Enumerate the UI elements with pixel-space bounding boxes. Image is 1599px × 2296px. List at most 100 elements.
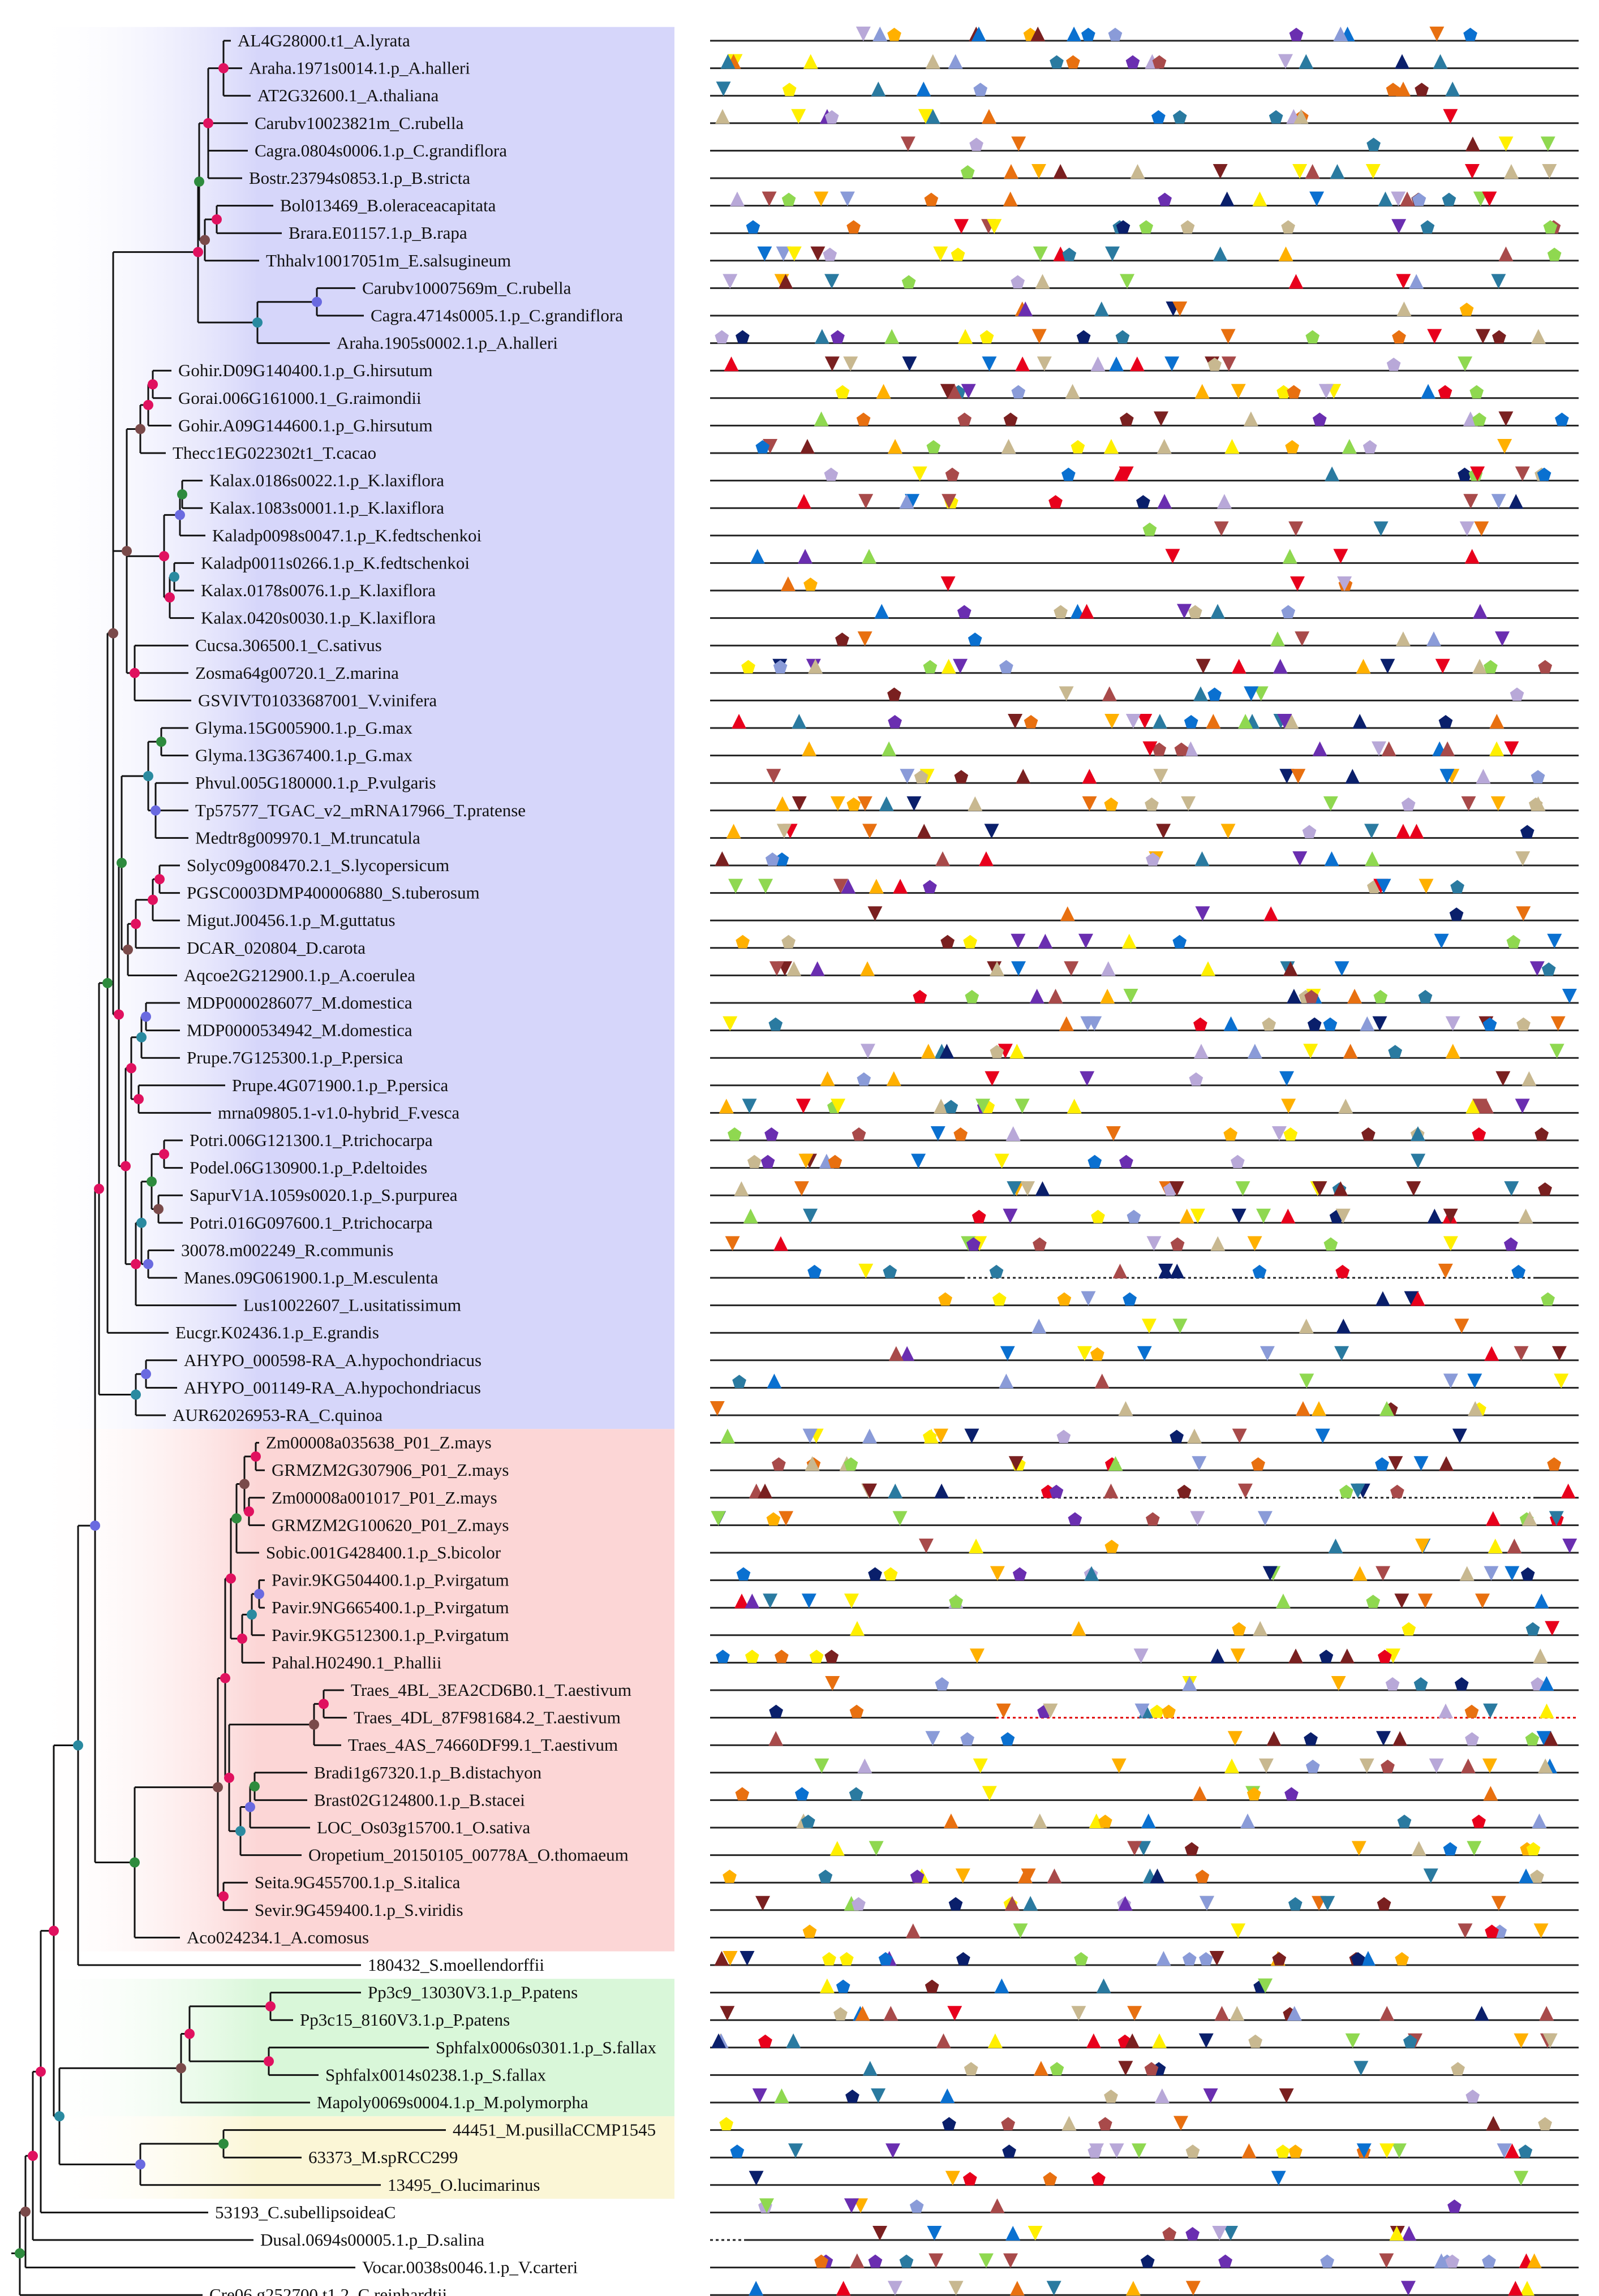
cis-element-motif: [1210, 1648, 1225, 1664]
cis-element-motif: [1273, 658, 1288, 674]
cis-element-motif: [1257, 1511, 1273, 1526]
cis-element-motif: [1190, 1208, 1205, 1224]
cis-element-motif: [835, 632, 849, 646]
cis-element-motif: [1401, 797, 1416, 811]
cis-element-motif: [1520, 825, 1534, 838]
cis-element-motif: [1324, 851, 1339, 866]
taxon-label: AUR62026953-RA_C.quinoa: [173, 1405, 382, 1425]
cis-element-motif: [836, 2281, 851, 2296]
cis-element-motif: [871, 81, 886, 97]
cis-element-motif: [969, 1648, 985, 1664]
cis-element-motif: [1098, 2117, 1112, 2131]
cis-element-motif: [1538, 1182, 1552, 1196]
cis-element-motif: [1305, 1759, 1320, 1773]
cis-element-motif: [845, 2090, 859, 2103]
cis-element-motif: [1365, 164, 1381, 179]
cis-element-motif: [1084, 1566, 1099, 1581]
taxon-label: Traes_4DL_87F981684.2_T.aestivum: [354, 1708, 621, 1728]
cis-element-motif: [1152, 714, 1167, 729]
taxon-label: DCAR_020804_D.carota: [187, 938, 366, 958]
cis-element-motif: [1515, 466, 1530, 481]
node-marker: [123, 944, 133, 955]
cis-element-motif: [1174, 742, 1189, 756]
cis-element-motif: [1170, 1429, 1184, 1444]
cis-element-motif: [948, 2281, 964, 2296]
node-marker: [251, 1451, 261, 1462]
cis-element-motif: [715, 851, 730, 866]
cis-element-motif: [1017, 1868, 1033, 1884]
cis-element-motif: [1067, 1099, 1082, 1114]
cis-element-motif: [1182, 1952, 1197, 1966]
cis-element-motif: [1005, 2226, 1021, 2241]
cis-element-motif: [990, 2198, 1005, 2213]
cis-element-motif: [973, 83, 988, 96]
cis-element-motif: [1488, 1539, 1503, 1553]
cis-element-motif: [968, 796, 983, 811]
cis-element-motif: [852, 1127, 866, 1141]
cis-element-motif: [1379, 1401, 1394, 1416]
node-marker: [165, 592, 175, 603]
cis-element-motif: [1395, 1952, 1409, 1966]
cis-element-motif: [1001, 2117, 1016, 2131]
cis-element-motif: [1281, 220, 1295, 234]
cis-element-motif: [1305, 164, 1320, 179]
cis-element-motif: [1427, 1208, 1442, 1224]
cis-element-motif: [844, 1593, 859, 1609]
cis-element-motif: [1088, 1155, 1102, 1169]
cis-element-motif: [1260, 1346, 1275, 1361]
cis-element-motif: [1291, 769, 1306, 784]
taxon-label: Kalax.0420s0030.1.p_K.laxiflora: [201, 608, 436, 628]
cis-element-motif: [1516, 1017, 1531, 1031]
cis-element-motif: [1289, 28, 1304, 41]
cis-element-motif: [792, 796, 807, 811]
cis-element-motif: [1246, 1787, 1261, 1800]
cis-element-motif: [1413, 1456, 1429, 1471]
cis-element-motif: [1059, 686, 1074, 701]
cis-element-motif: [1214, 2006, 1230, 2021]
cis-element-motif: [1018, 301, 1033, 316]
cis-element-motif: [1465, 1099, 1481, 1114]
cis-element-motif: [1526, 1842, 1541, 1856]
cis-element-motif: [1356, 2143, 1372, 2159]
cis-element-motif: [1520, 1567, 1535, 1581]
taxon-label: Carubv10007569m_C.rubella: [362, 278, 571, 298]
node-marker: [143, 771, 153, 782]
cis-element-motif: [1123, 1292, 1137, 1306]
cis-element-motif: [1153, 411, 1168, 427]
cis-element-motif: [1533, 1923, 1549, 1939]
taxon-label: Seita.9G455700.1.p_S.italica: [255, 1872, 461, 1892]
cis-element-motif: [1223, 1016, 1239, 1031]
cis-element-motif: [1157, 439, 1172, 454]
cis-element-motif: [1127, 1841, 1142, 1856]
cis-element-motif: [1356, 658, 1371, 674]
clade-band-monocots: [34, 1429, 674, 1952]
cis-element-motif: [964, 1428, 979, 1444]
cis-element-motif: [1467, 1841, 1482, 1856]
taxon-label: Kaladp0098s0047.1.p_K.fedtschenkoi: [212, 525, 482, 545]
cis-element-motif: [719, 1099, 734, 1114]
cis-element-motif: [1323, 796, 1338, 811]
cis-element-motif: [1386, 83, 1400, 96]
cis-element-motif: [960, 165, 975, 179]
cis-element-motif: [1223, 2226, 1239, 2241]
cis-element-motif: [887, 687, 901, 701]
cis-element-motif: [1253, 686, 1269, 701]
cis-element-motif: [909, 2199, 924, 2213]
cis-element-motif: [824, 467, 839, 481]
cis-element-motif: [1380, 658, 1395, 674]
cis-element-motif: [947, 384, 962, 399]
cis-element-motif: [1312, 412, 1327, 426]
node-marker: [319, 1699, 329, 1709]
taxon-label: Medtr8g009970.1_M.truncatula: [195, 828, 420, 847]
cis-element-motif: [1011, 275, 1025, 288]
cis-element-motif: [1151, 110, 1166, 124]
cis-element-motif: [1420, 220, 1435, 234]
cis-element-motif: [1280, 1208, 1296, 1224]
cis-element-motif: [1503, 164, 1519, 179]
cis-element-motif: [778, 274, 793, 289]
cis-element-motif: [1003, 2253, 1018, 2268]
cis-element-motif: [742, 1099, 757, 1114]
cis-element-motif: [1056, 1429, 1071, 1444]
cis-element-motif: [1212, 2226, 1227, 2241]
cis-element-motif: [1096, 1978, 1111, 1993]
